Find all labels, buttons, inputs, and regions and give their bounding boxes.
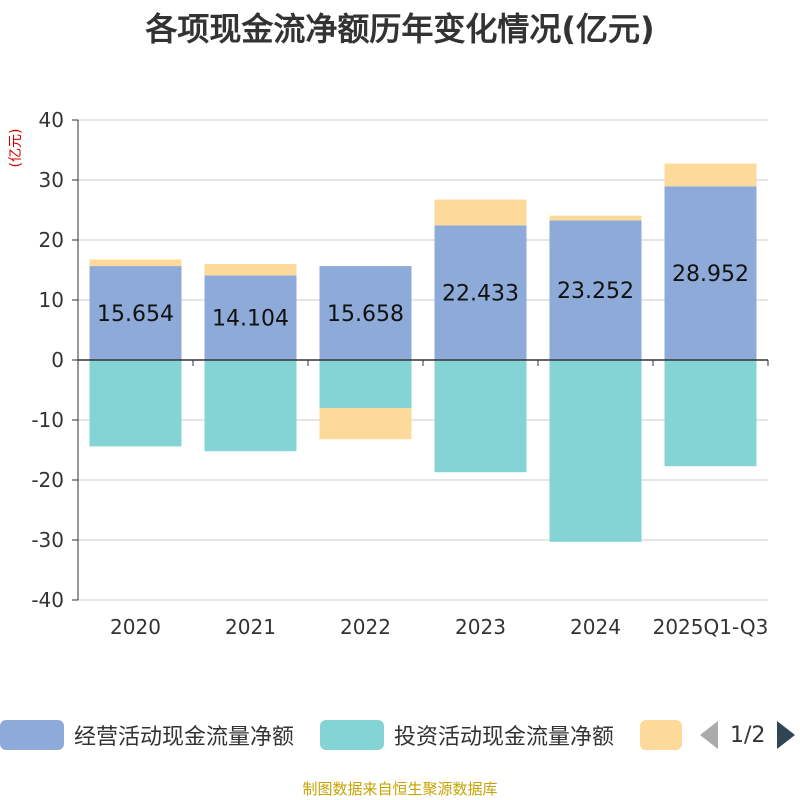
page-indicator: 1/2	[730, 722, 766, 748]
bar-operating	[204, 275, 297, 360]
legend-item-financing[interactable]	[640, 718, 682, 752]
bar-financing	[89, 259, 182, 267]
bar-operating	[89, 266, 182, 360]
bar-value-label: 28.952	[672, 262, 749, 287]
y-tick-label: 10	[39, 288, 64, 312]
bar-financing	[664, 163, 757, 187]
y-tick-label: 40	[39, 108, 64, 132]
legend: 经营活动现金流量净额 投资活动现金流量净额 1/2	[0, 718, 800, 752]
bar-investing	[89, 360, 182, 447]
x-tick-label: 2022	[340, 615, 391, 639]
source-note: 制图数据来自恒生聚源数据库	[302, 780, 498, 798]
legend-label-investing: 投资活动现金流量净额	[394, 725, 615, 750]
y-tick-label: -40	[31, 588, 64, 612]
x-tick-label: 2023	[455, 615, 506, 639]
bar-financing	[204, 263, 297, 276]
bar-operating	[434, 225, 527, 360]
legend-pager: 1/2	[700, 718, 796, 752]
bar-value-label: 14.104	[212, 307, 289, 332]
y-tick-label: 20	[39, 228, 64, 252]
next-page-icon[interactable]	[777, 721, 796, 749]
chart-title: 各项现金流净额历年变化情况(亿元)	[145, 10, 655, 48]
bar-value-label: 15.654	[97, 302, 174, 327]
legend-label-operating: 经营活动现金流量净额	[74, 725, 295, 750]
x-tick-label: 2024	[570, 615, 621, 639]
bar-operating	[319, 266, 412, 360]
legend-item-investing[interactable]: 投资活动现金流量净额	[320, 718, 614, 752]
bar-value-label: 23.252	[557, 279, 634, 304]
bar-financing	[434, 199, 527, 226]
y-tick-label: 30	[39, 168, 64, 192]
y-tick-label: -10	[31, 408, 64, 432]
bar-operating	[664, 186, 757, 360]
x-tick-label: 2025Q1-Q3	[653, 615, 769, 639]
prev-page-icon[interactable]	[700, 721, 718, 749]
legend-swatch-operating	[0, 720, 64, 750]
bar-operating	[549, 220, 642, 360]
legend-item-operating[interactable]: 经营活动现金流量净额	[0, 718, 294, 752]
legend-swatch-investing	[320, 720, 384, 750]
bar-investing	[204, 360, 297, 452]
bar-value-label: 15.658	[327, 302, 404, 327]
y-axis-unit-label: (亿元)	[8, 129, 24, 168]
bar-investing	[319, 360, 412, 408]
legend-swatch-financing	[640, 720, 682, 750]
chart-svg: 40 30 20 10 0 -10 -20 -30 -40 (亿元) 15.654 14.104 15.…	[8, 108, 769, 639]
y-tick-label: 0	[51, 348, 64, 372]
y-tick-label: -20	[31, 468, 64, 492]
bar-investing	[434, 360, 527, 473]
bar-financing	[319, 408, 412, 440]
bar-value-label: 22.433	[442, 282, 519, 307]
x-tick-label: 2021	[225, 615, 276, 639]
y-tick-label: -30	[31, 528, 64, 552]
bar-investing	[664, 360, 757, 467]
bar-investing	[549, 360, 642, 542]
x-tick-label: 2020	[110, 615, 161, 639]
bar-financing	[549, 215, 642, 221]
